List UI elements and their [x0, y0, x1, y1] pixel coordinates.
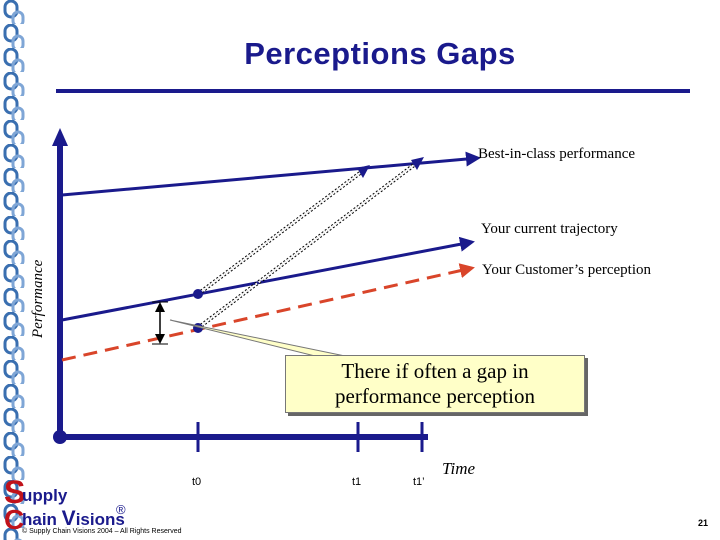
- callout-line-1: There if often a gap in: [341, 359, 529, 383]
- trajectory-arrow-perception-white: [197, 161, 419, 329]
- slide-title: Perceptions Gaps: [244, 36, 516, 71]
- trajectory-arrowhead-perception: [411, 157, 424, 170]
- current-trajectory-line: [61, 236, 475, 322]
- title-underline: [56, 89, 690, 93]
- chain-border-decoration: [0, 0, 30, 540]
- logo-word-supply: upply: [22, 486, 68, 505]
- logo-word-isions: isions: [75, 510, 125, 529]
- page-number: 21: [698, 518, 709, 528]
- trajectory-arrow-current-white: [197, 169, 365, 295]
- registered-mark: ®: [116, 502, 126, 517]
- y-axis-arrowhead: [52, 128, 68, 146]
- y-axis-label: Performance: [30, 259, 46, 338]
- customer-perception-label: Your Customer’s perception: [482, 262, 652, 278]
- callout-line-2: performance perception: [335, 384, 535, 408]
- gap-callout: There if often a gap in performance perc…: [285, 355, 585, 413]
- origin-dot: [53, 430, 67, 444]
- logo-word-hain: hain: [22, 510, 62, 529]
- callout-pointer: [169, 319, 346, 357]
- current-trajectory-label: Your current trajectory: [481, 221, 618, 237]
- tick-label-t1-prime: t1’: [413, 476, 425, 488]
- copyright-notice: © Supply Chain Visions 2004 – All Rights…: [22, 528, 182, 535]
- trajectory-arrowhead-current: [357, 165, 370, 178]
- logo-letter-c: C: [4, 504, 25, 535]
- tick-label-t0: t0: [192, 476, 202, 488]
- best-in-class-label: Best-in-class performance: [478, 146, 636, 162]
- gap-arrow-top: [155, 302, 165, 312]
- logo-letter-v: V: [61, 507, 76, 530]
- tick-label-t1: t1: [352, 476, 362, 488]
- current-point-t0: [193, 289, 203, 299]
- gap-arrow-bottom: [155, 334, 165, 344]
- logo-letter-s: S: [4, 474, 26, 510]
- logo-word-chain-visions: hain Visions: [22, 507, 125, 531]
- customer-perception-line: [61, 263, 475, 362]
- x-axis-label: Time: [442, 459, 476, 478]
- best-in-class-line: [61, 151, 481, 197]
